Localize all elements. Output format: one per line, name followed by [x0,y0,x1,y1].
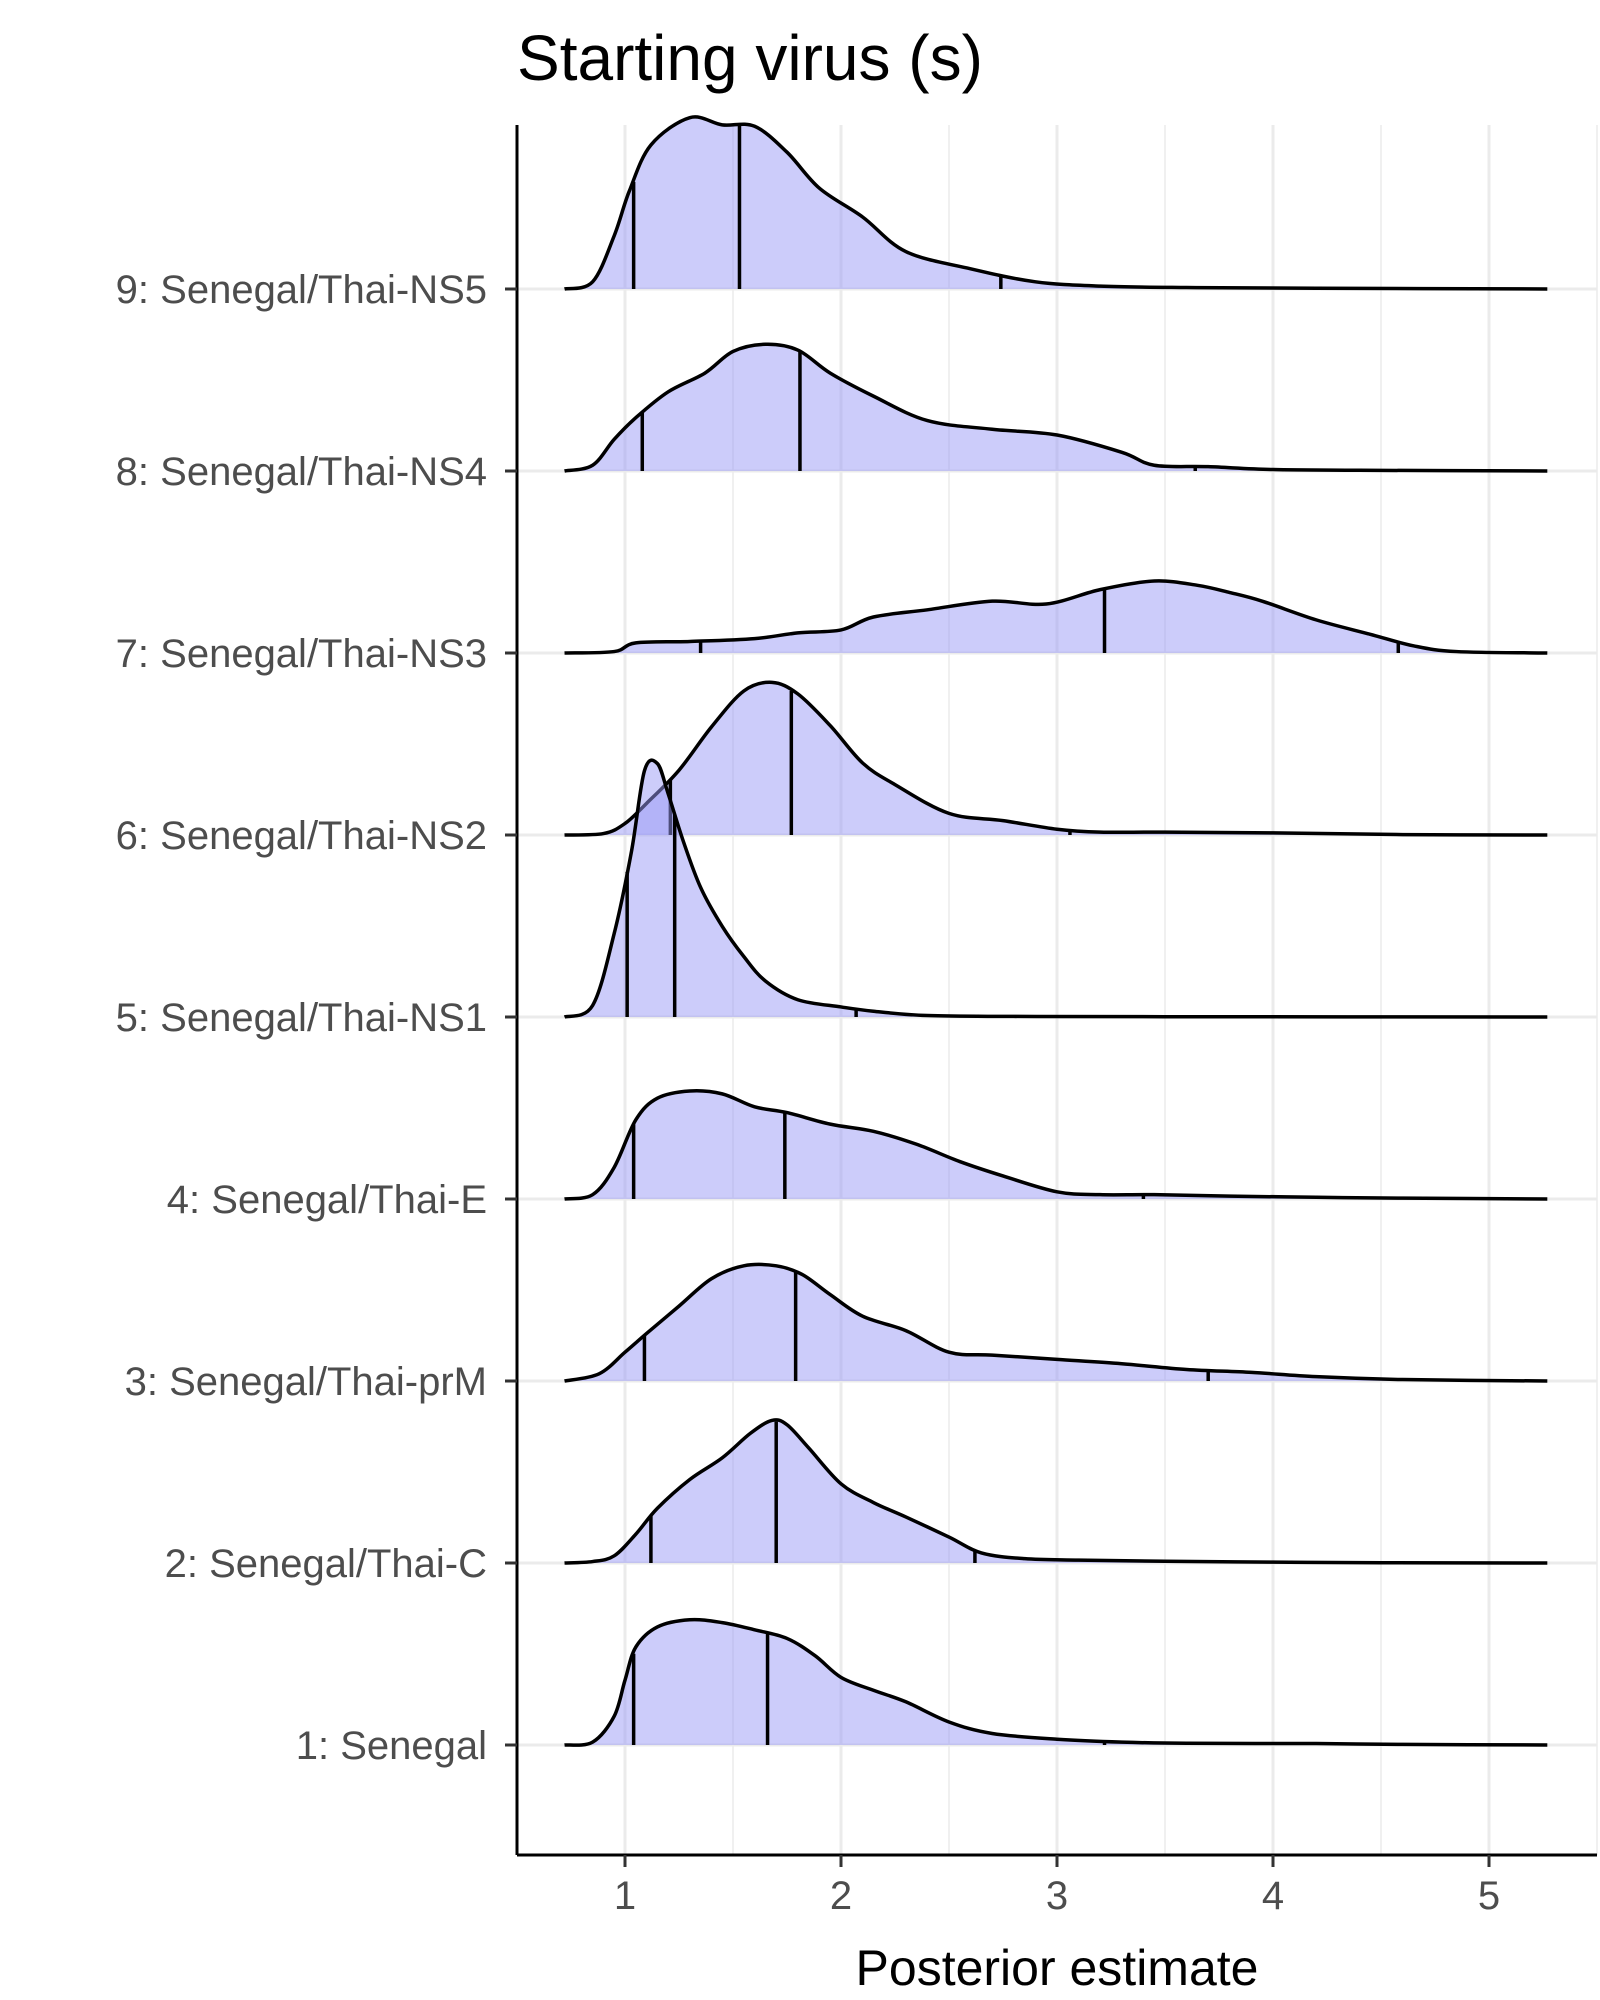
x-tick-label: 2 [830,1874,852,1918]
x-tick-label: 1 [614,1874,636,1918]
density-curve [564,1617,1548,1747]
y-tick-label: 7: Senegal/Thai-NS3 [116,632,487,676]
y-tick-label: 2: Senegal/Thai-C [165,1542,487,1586]
density-curve [564,115,1548,291]
ridge-1 [564,1617,1548,1747]
density-fill [564,1419,1548,1563]
density-curve [564,1418,1548,1565]
density-fill [564,1090,1548,1199]
ridge-4 [564,1089,1548,1201]
density-curve [564,579,1548,655]
ridge-5 [563,758,1548,1019]
tick-labels: 1: Senegal 2: Senegal/Thai-C 3: Senegal/Th… [116,268,1500,1918]
density-curve [563,758,1548,1019]
y-tick-label: 1: Senegal [296,1724,487,1768]
density-fill [564,344,1548,471]
density-ridges [563,115,1548,1747]
ridge-8 [564,342,1548,473]
x-tick-label: 5 [1478,1874,1500,1918]
density-curve [564,1262,1548,1383]
x-tick-label: 4 [1262,1874,1284,1918]
density-fill [564,760,1548,1017]
ridge-9 [564,115,1548,291]
x-tick-label: 3 [1046,1874,1068,1918]
density-fill [564,1619,1548,1746]
density-curve [564,1089,1548,1201]
density-fill [564,682,1548,835]
y-tick-label: 8: Senegal/Thai-NS4 [116,450,487,494]
ridge-2 [564,1418,1548,1565]
y-tick-label: 5: Senegal/Thai-NS1 [116,996,487,1040]
density-fill [564,116,1548,289]
chart-title: Starting virus (s) [517,22,983,94]
x-axis-title: Posterior estimate [856,1940,1259,1996]
density-fill [564,1264,1548,1381]
density-fill [564,580,1548,653]
y-tick-label: 3: Senegal/Thai-prM [125,1360,487,1404]
y-tick-label: 9: Senegal/Thai-NS5 [116,268,487,312]
y-tick-label: 6: Senegal/Thai-NS2 [116,814,487,858]
ridge-3 [564,1262,1548,1383]
ridge-7 [564,579,1548,655]
y-tick-label: 4: Senegal/Thai-E [167,1178,487,1222]
density-curve [564,342,1548,473]
